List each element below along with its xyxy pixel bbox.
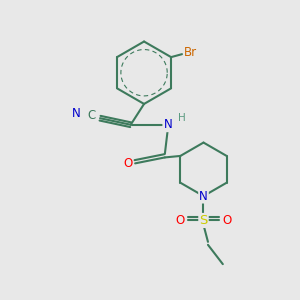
Text: O: O: [175, 214, 184, 227]
Text: Br: Br: [184, 46, 197, 59]
Text: S: S: [199, 214, 208, 227]
Text: N: N: [199, 190, 208, 202]
Text: N: N: [72, 107, 81, 120]
Text: O: O: [123, 157, 132, 170]
Text: N: N: [164, 118, 172, 131]
Text: C: C: [87, 109, 95, 122]
Text: O: O: [223, 214, 232, 227]
Text: H: H: [178, 113, 186, 123]
